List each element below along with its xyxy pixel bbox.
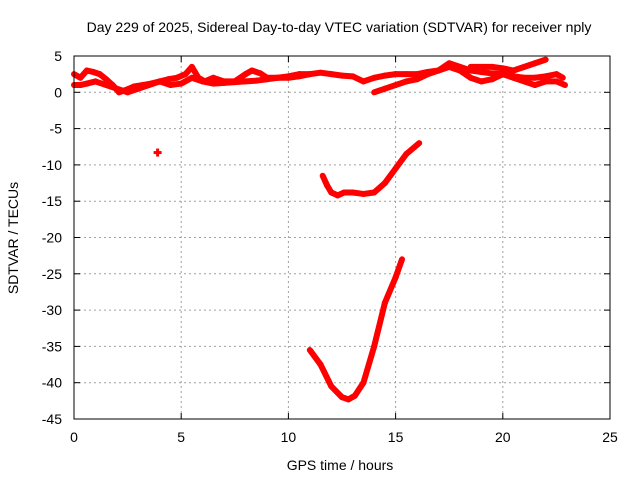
y-tick-label: -20 (42, 230, 62, 246)
data-segment (381, 165, 399, 187)
series-band-3 (371, 63, 568, 96)
x-tick-label: 25 (602, 429, 618, 445)
data-segment (306, 347, 324, 368)
y-tick-label: 5 (54, 48, 62, 64)
x-tick-labels: 0 5 10 15 20 25 (70, 429, 618, 445)
data-segment (392, 151, 410, 172)
data-segment (371, 299, 388, 350)
y-tick-label: -15 (42, 193, 62, 209)
chart-title: Day 229 of 2025, Sidereal Day-to-day VTE… (87, 19, 592, 35)
series-band-4 (467, 56, 549, 74)
y-tick-label: -40 (42, 375, 62, 391)
data-segment (553, 71, 566, 81)
series-isolated-point (153, 148, 162, 157)
y-tick-label: -5 (50, 121, 63, 137)
grid-lines (74, 56, 610, 419)
series-band-2 (71, 71, 313, 96)
data-series (71, 56, 568, 403)
y-tick-labels: 5 0 -5 -10 -15 -20 -25 -30 -35 -40 -45 (42, 48, 62, 427)
x-tick-label: 20 (495, 429, 511, 445)
y-tick-label: -30 (42, 302, 62, 318)
data-segment (392, 256, 406, 281)
y-tick-label: -45 (42, 411, 62, 427)
y-tick-label: 0 (54, 84, 62, 100)
axis-ticks (73, 55, 611, 420)
data-segment (553, 78, 568, 89)
series-arc-upper (319, 140, 423, 199)
x-tick-label: 15 (388, 429, 404, 445)
data-segment (531, 56, 549, 67)
data-segment (296, 71, 313, 80)
data-segment (317, 361, 335, 390)
data-segment (381, 274, 399, 306)
y-tick-label: -25 (42, 266, 62, 282)
series-arc-lower (306, 256, 406, 403)
y-tick-label: -10 (42, 157, 62, 173)
x-axis-label: GPS time / hours (287, 457, 394, 473)
data-segment (403, 140, 423, 158)
x-tick-label: 10 (281, 429, 297, 445)
x-tick-label: 0 (70, 429, 78, 445)
x-tick-label: 5 (177, 429, 185, 445)
y-axis-label: SDTVAR / TECUs (5, 182, 21, 294)
data-segment (360, 343, 378, 386)
y-tick-label: -35 (42, 338, 62, 354)
